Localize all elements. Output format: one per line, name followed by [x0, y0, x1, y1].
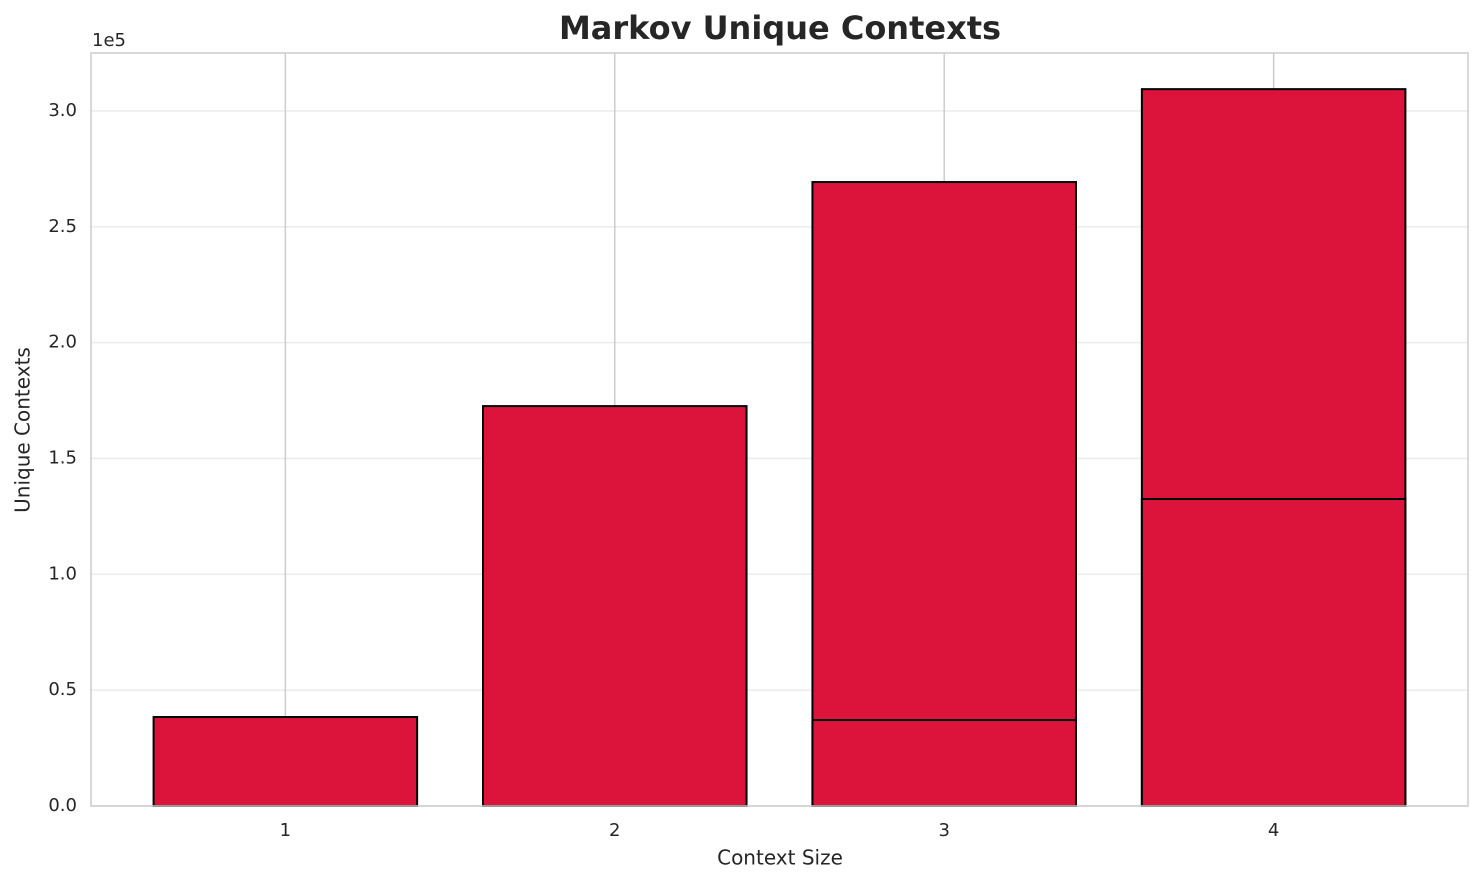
- plot-frame: [90, 52, 1469, 807]
- bar: [811, 181, 1077, 807]
- x-tick-label: 2: [609, 820, 620, 841]
- y-tick-label: 2.5: [48, 216, 77, 237]
- bar: [1140, 498, 1407, 807]
- x-tick-label: 1: [280, 820, 291, 841]
- y-tick-label: 3.0: [48, 100, 77, 121]
- y-tick-label: 0.0: [48, 795, 77, 816]
- y-tick-label: 0.5: [48, 679, 77, 700]
- bar: [482, 405, 748, 807]
- x-axis-label: Context Size: [717, 846, 843, 870]
- y-offset-label: 1e5: [92, 30, 126, 51]
- chart-title: Markov Unique Contexts: [559, 9, 1001, 47]
- y-tick-label: 1.0: [48, 563, 77, 584]
- bar: [152, 716, 419, 807]
- bar: [811, 719, 1077, 808]
- x-tick-label: 4: [1268, 820, 1279, 841]
- y-tick-label: 1.5: [48, 447, 77, 468]
- y-axis-label: Unique Contexts: [11, 347, 35, 513]
- x-tick-label: 3: [938, 820, 949, 841]
- y-tick-label: 2.0: [48, 332, 77, 353]
